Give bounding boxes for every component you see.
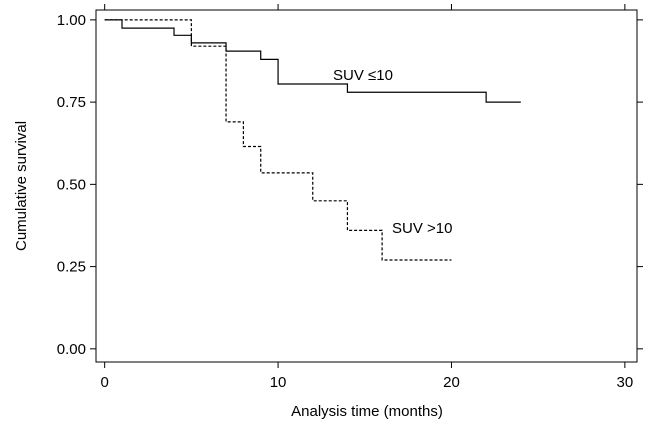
series-label-suv-low: SUV ≤10 (333, 67, 393, 84)
y-tick-label: 0.25 (57, 259, 86, 276)
series-line-suv-low (104, 19, 521, 103)
x-axis-title: Analysis time (months) (291, 403, 443, 420)
y-tick-label: 0.75 (57, 94, 86, 111)
axis-ticks: 0 10 20 30 0.00 0.25 0.50 0.75 1.00 (57, 4, 643, 391)
y-tick-label: 1.00 (57, 12, 86, 29)
x-tick-label: 0 (100, 374, 108, 391)
y-axis-title: Cumulative survival (13, 121, 30, 251)
x-tick-label: 20 (443, 374, 460, 391)
series-label-suv-high: SUV >10 (392, 220, 452, 237)
y-tick-label: 0.50 (57, 176, 86, 193)
x-tick-label: 30 (617, 374, 634, 391)
series-line-suv-high (104, 19, 452, 261)
x-tick-label: 10 (270, 374, 287, 391)
plot-frame (95, 9, 638, 363)
series-lines (104, 19, 521, 261)
y-tick-label: 0.00 (57, 341, 86, 358)
